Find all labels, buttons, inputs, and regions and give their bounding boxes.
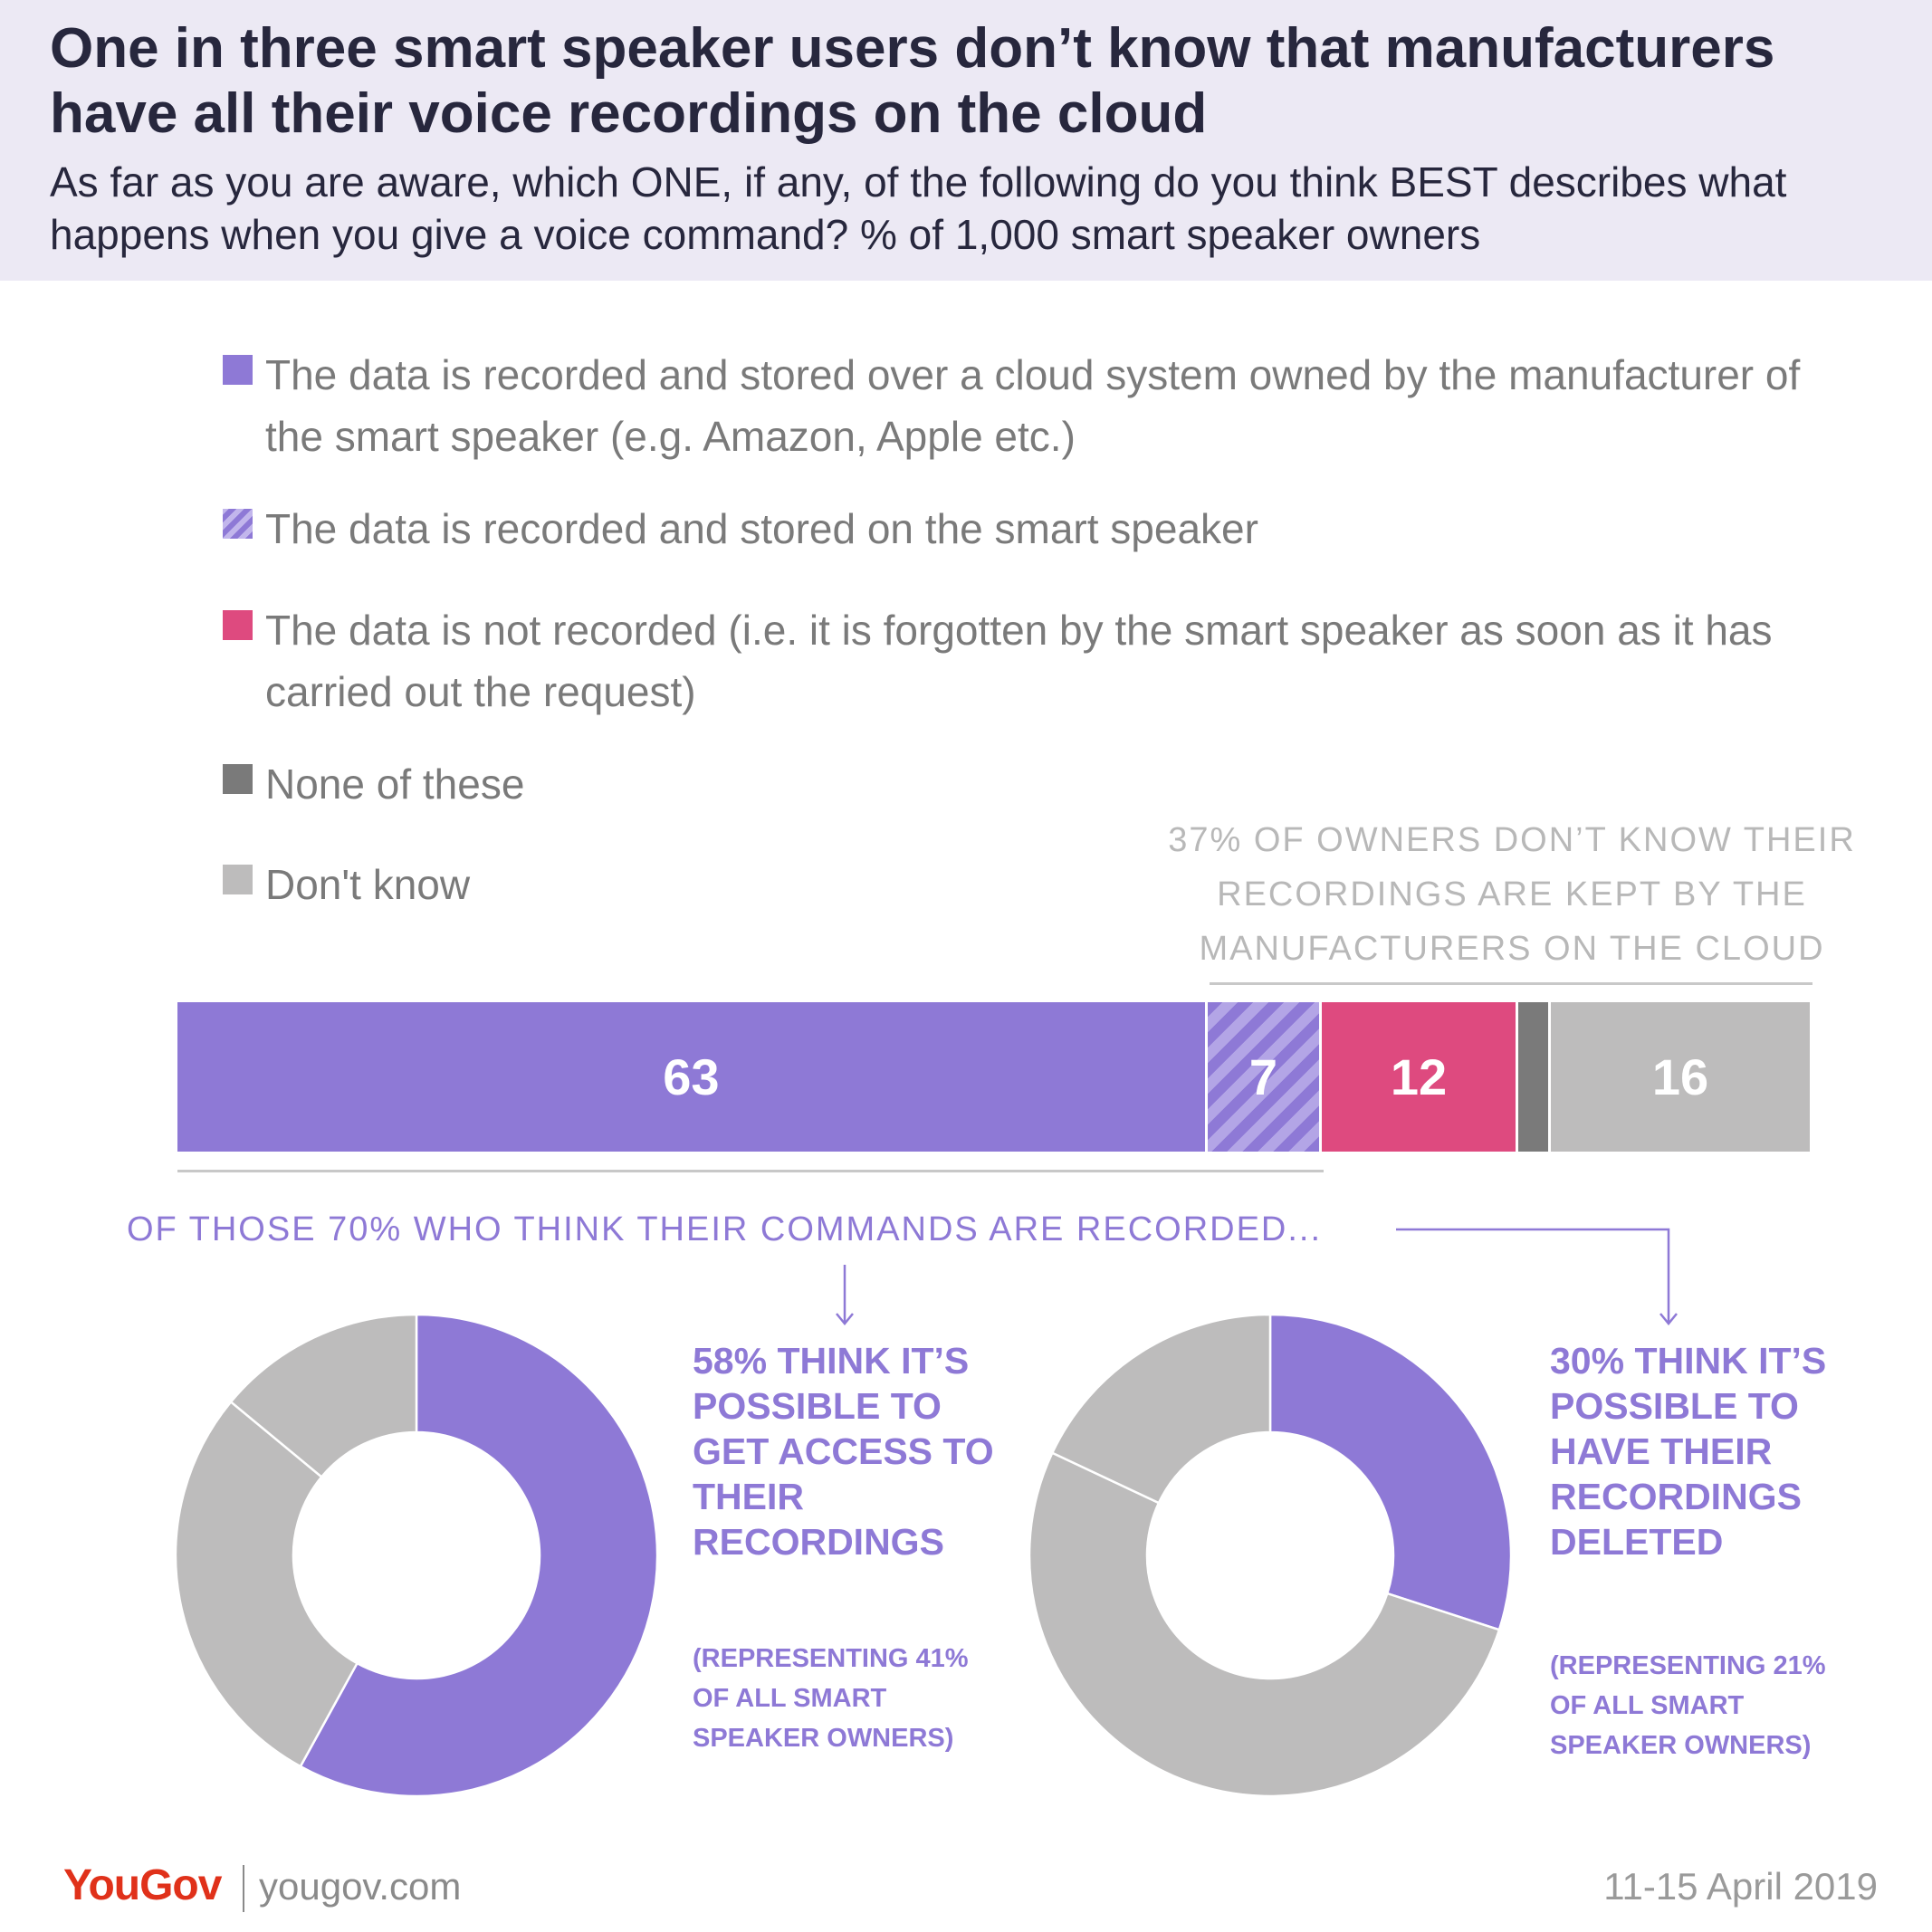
- donut-delete-slice-1: [1028, 1451, 1501, 1798]
- delete-callout: 30% think it’s possible to have their re…: [1550, 1340, 1827, 1563]
- not-aware-annotation: 37% of owners don’t know their recording…: [1168, 821, 1856, 968]
- donut-delete: [1028, 1313, 1513, 1798]
- recorded-bracket: [177, 1170, 1324, 1172]
- donut-access-slice-2: [229, 1313, 418, 1479]
- not-aware-bracket: [1210, 982, 1812, 985]
- footer-divider: [243, 1865, 244, 1912]
- chart-subtitle: As far as you are aware, which ONE, if a…: [50, 158, 1787, 258]
- legend-label-none: None of these: [265, 760, 525, 808]
- legend-swatch-device: [223, 509, 253, 539]
- donut-access-slice-0: [299, 1313, 659, 1798]
- legend-label-cloud: The data is recorded and stored over a c…: [265, 351, 1801, 460]
- legend-swatch-not-recorded: [223, 610, 253, 640]
- donut-delete-slice-2: [1050, 1313, 1272, 1505]
- access-note: (Representing 41% of all smart speaker o…: [693, 1644, 969, 1753]
- bar-label-4: 16: [1651, 1048, 1709, 1105]
- access-callout: 58% think it’s possible to get access to…: [693, 1340, 994, 1563]
- bar-segment-3: [1517, 1002, 1549, 1152]
- delete-note: (Representing 21% of all smart speaker o…: [1550, 1651, 1826, 1760]
- footer-site-link[interactable]: yougov.com: [259, 1865, 462, 1908]
- donut-access: [174, 1313, 659, 1798]
- legend-label-not-recorded: The data is not recorded (i.e. it is for…: [265, 607, 1773, 715]
- legend-swatch-dont-know: [223, 865, 253, 894]
- bar-segment-0: [177, 1002, 1205, 1152]
- donut-delete-slice-0: [1268, 1313, 1513, 1631]
- bar-segment-4: [1551, 1002, 1810, 1152]
- connector-left-arrow: [836, 1313, 854, 1325]
- bar-label-2: 12: [1390, 1048, 1448, 1105]
- header-band: One in three smart speaker users don’t k…: [0, 0, 1932, 281]
- connector-right-line: [1396, 1228, 1670, 1324]
- legend-label-dont-know: Don't know: [265, 861, 471, 908]
- donut-access-slice-1: [174, 1400, 359, 1768]
- connector-right-arrow: [1659, 1313, 1678, 1325]
- yougov-logo: YouGov: [63, 1861, 222, 1909]
- footer-date: 11-15 April 2019: [1603, 1865, 1878, 1908]
- bar-segment-2: [1322, 1002, 1516, 1152]
- chart-title: One in three smart speaker users don’t k…: [50, 17, 1775, 145]
- legend-label-device: The data is recorded and stored on the s…: [265, 505, 1258, 552]
- bar-segment-1: [1207, 1002, 1320, 1152]
- recorded-lead-text: OF THOSE 70% WHO THINK THEIR COMMANDS AR…: [127, 1210, 1323, 1248]
- bar-label-1: 7: [1248, 1048, 1278, 1105]
- legend-swatch-cloud: [223, 355, 253, 385]
- bar-label-0: 63: [663, 1048, 720, 1105]
- legend-swatch-none: [223, 764, 253, 794]
